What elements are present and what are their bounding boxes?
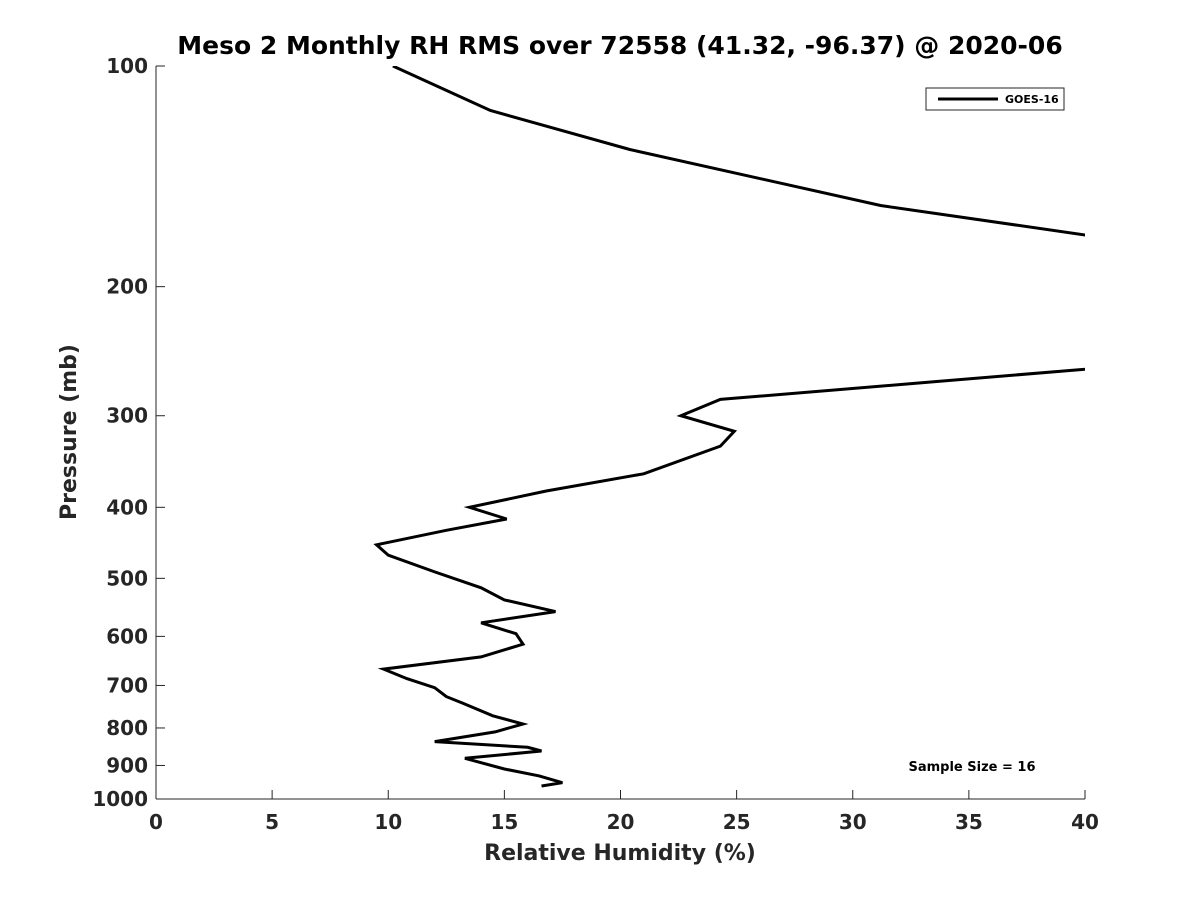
x-tick-label: 15 — [490, 810, 518, 834]
y-tick-label: 600 — [106, 624, 148, 648]
series-line-goes-16 — [373, 66, 1085, 788]
y-tick-label: 700 — [106, 673, 148, 697]
y-tick-label: 800 — [106, 716, 148, 740]
y-tick-label: 300 — [106, 404, 148, 428]
y-ticks: 100 200 300 400 500 600 700 800 900 1000 — [92, 54, 165, 811]
x-ticks: 0 5 10 15 20 25 30 35 40 — [149, 790, 1099, 834]
x-axis-label: Relative Humidity (%) — [484, 841, 756, 866]
sample-size-annotation: Sample Size = 16 — [908, 760, 1035, 775]
y-tick-label: 1000 — [92, 787, 148, 811]
legend: GOES-16 — [925, 87, 1065, 111]
legend-entry-goes-16: GOES-16 — [1005, 93, 1059, 106]
x-tick-label: 25 — [723, 810, 751, 834]
x-tick-label: 5 — [265, 810, 279, 834]
chart-title: Meso 2 Monthly RH RMS over 72558 (41.32,… — [177, 31, 1062, 60]
y-tick-label: 200 — [106, 275, 148, 299]
y-tick-label: 900 — [106, 753, 148, 777]
y-tick-label: 100 — [106, 54, 148, 78]
x-tick-label: 30 — [839, 810, 867, 834]
x-tick-label: 40 — [1071, 810, 1099, 834]
y-axis-label: Pressure (mb) — [57, 344, 82, 520]
axes — [155, 66, 1085, 800]
x-tick-label: 10 — [374, 810, 402, 834]
y-tick-label: 400 — [106, 495, 148, 519]
x-tick-label: 35 — [955, 810, 983, 834]
x-tick-label: 20 — [607, 810, 635, 834]
y-tick-label: 500 — [106, 566, 148, 590]
series-layer — [373, 66, 1085, 788]
x-tick-label: 0 — [149, 810, 163, 834]
